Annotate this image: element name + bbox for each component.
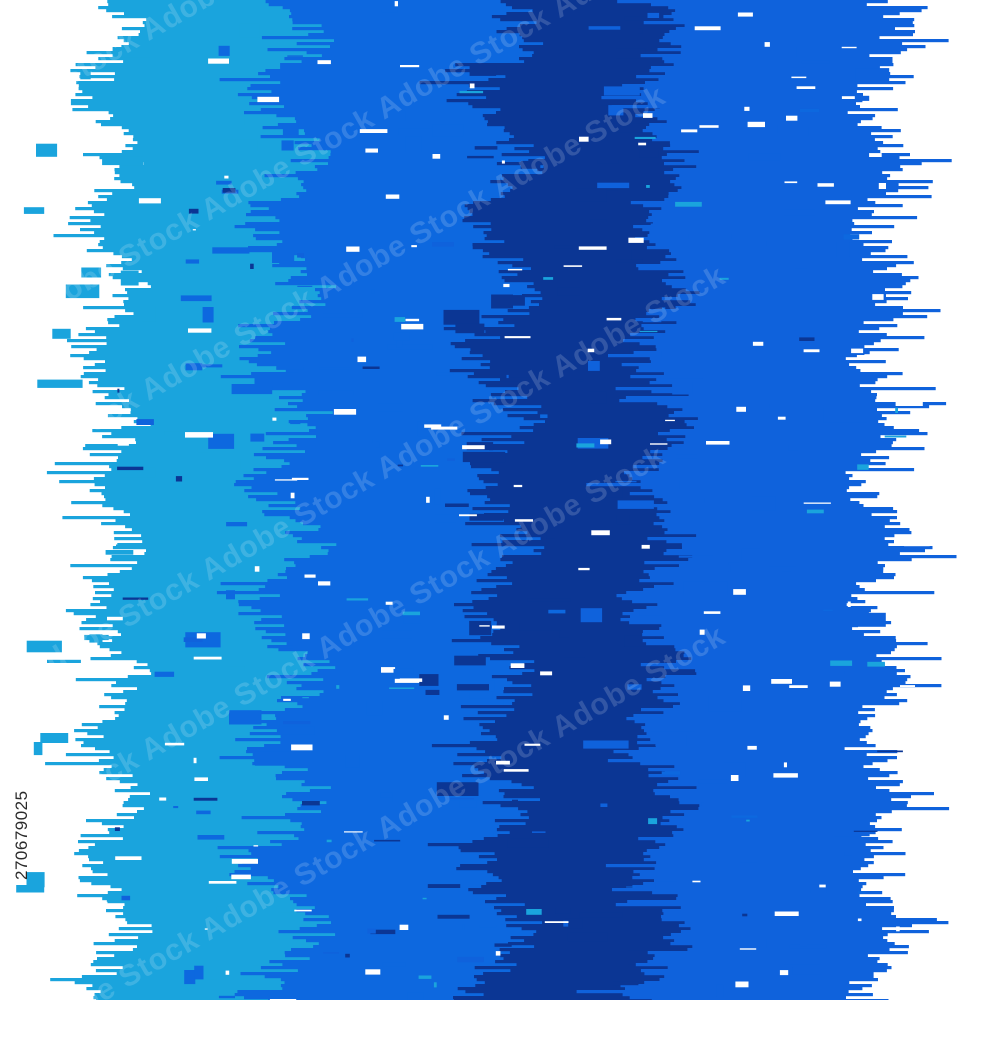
tie-dye-stripe-pattern: [16, 0, 957, 1000]
band-light-cyan: [16, 0, 442, 1000]
glitch-cutouts: [97, 1, 930, 1000]
band-mid-blue: [180, 0, 646, 1000]
stock-id-label: 270679025: [12, 790, 31, 880]
band-dark-navy: [419, 0, 773, 1000]
